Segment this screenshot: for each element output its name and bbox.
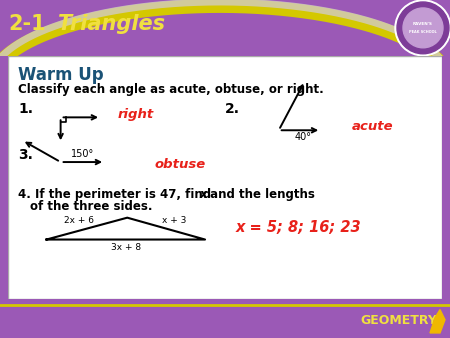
Text: 2.: 2. (225, 102, 240, 117)
Text: 150°: 150° (71, 149, 94, 159)
Text: Classify each angle as acute, obtuse, or right.: Classify each angle as acute, obtuse, or… (18, 82, 324, 96)
Text: 1.: 1. (18, 102, 33, 117)
Text: 2x + 6: 2x + 6 (64, 216, 94, 225)
Text: x + 3: x + 3 (162, 216, 186, 225)
Text: acute: acute (351, 120, 393, 133)
Text: right: right (117, 108, 153, 121)
Text: PEAK SCHOOL: PEAK SCHOOL (409, 30, 437, 34)
Text: x = 5; 8; 16; 23: x = 5; 8; 16; 23 (235, 220, 361, 235)
Text: GEOMETRY: GEOMETRY (360, 314, 437, 327)
Circle shape (395, 0, 450, 56)
Text: and the lengths: and the lengths (206, 188, 315, 201)
Text: 3x + 8: 3x + 8 (111, 242, 141, 251)
Text: Warm Up: Warm Up (18, 66, 104, 84)
Text: Triangles: Triangles (58, 14, 165, 34)
Text: 40°: 40° (295, 132, 312, 142)
Text: 3.: 3. (18, 148, 33, 162)
Text: x: x (200, 188, 207, 201)
Polygon shape (430, 310, 445, 333)
Text: RAVEN'S: RAVEN'S (413, 22, 433, 26)
Text: obtuse: obtuse (154, 158, 206, 171)
Text: 2-1: 2-1 (8, 14, 45, 34)
Circle shape (397, 2, 449, 54)
Text: of the three sides.: of the three sides. (30, 200, 153, 213)
Circle shape (403, 8, 443, 48)
Text: 4. If the perimeter is 47, find: 4. If the perimeter is 47, find (18, 188, 216, 201)
